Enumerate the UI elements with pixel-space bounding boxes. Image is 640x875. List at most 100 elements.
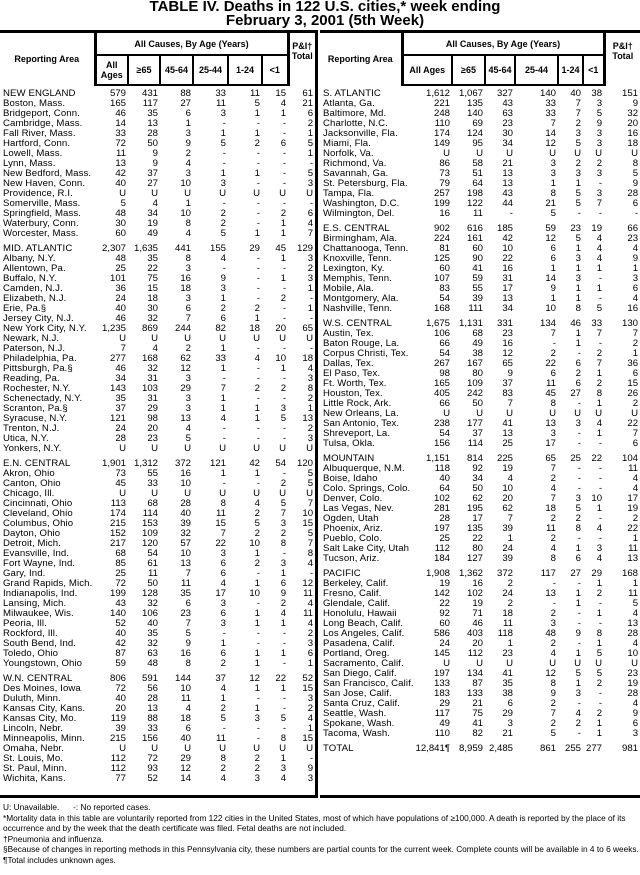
age-45-64-cell: 4	[507, 473, 513, 484]
city-row: Detroit, Mich. 217 120 57 22 10 8 7	[0, 539, 315, 549]
age-45-64-cell: 16	[502, 263, 513, 274]
undefined-cell: 2	[307, 423, 314, 434]
age-under-1-cell: -	[282, 343, 287, 354]
city-row: South Bend, Ind. 42 32 9 1 - - 3	[0, 639, 315, 649]
age-1-24-cell: 4	[575, 708, 581, 719]
all-ages-cell: 133	[433, 678, 450, 689]
area-name-cell: Atlanta, Ga.	[323, 98, 375, 109]
area-name-cell: Grand Rapids, Mich.	[3, 578, 93, 589]
age-25-44-cell: U	[219, 188, 226, 199]
age-25-44-cell: 4	[550, 543, 556, 554]
age-1-24-cell: -	[256, 343, 260, 354]
age-1-24-cell: U	[253, 333, 260, 344]
age-under-1-cell: -	[598, 273, 603, 284]
area-name-cell: Reading, Pa.	[3, 373, 60, 384]
age-65-plus-cell: 109	[466, 378, 483, 389]
area-name-cell: Cincinnati, Ohio	[3, 498, 73, 509]
all-ages-cell: U	[119, 743, 126, 754]
city-row: Los Angeles, Calif. 586 403 118 48 9 8 28	[320, 629, 640, 639]
undefined-cell: 5	[307, 468, 314, 479]
city-row: Toledo, Ohio 87 63 16 6 1 1 6	[0, 649, 315, 659]
age-1-24-cell: -	[256, 433, 260, 444]
area-name-cell: Chicago, Ill.	[3, 488, 55, 499]
city-row: Honolulu, Hawaii 92 71 18 2 - 1 4	[320, 609, 640, 619]
city-row: Schenectady, N.Y. 35 31 3 1- -2	[0, 394, 315, 404]
age-1-24-cell: 27	[570, 388, 581, 399]
age-1-24-cell: 27	[570, 568, 581, 579]
age-25-44-header: 25-44	[515, 55, 559, 86]
city-row: San Jose, Calif. 183 133 38 9 3 - 28	[320, 689, 640, 699]
city-row: Albuquerque, N.M. 118 92 19 7 - - 11	[320, 464, 640, 474]
age-under-1-cell: -	[598, 533, 603, 544]
age-65-plus-cell: 41	[472, 263, 483, 274]
undefined-cell: 3	[632, 728, 639, 739]
all-ages-cell: 267	[433, 358, 450, 369]
undefined-cell: 23	[627, 668, 639, 679]
age-65-plus-cell: 242	[466, 388, 483, 399]
age-25-44-cell: U	[549, 658, 556, 669]
age-65-plus-cell: 75	[147, 273, 158, 284]
age-45-64-cell: 12	[180, 763, 191, 774]
age-under-1-cell: 10	[275, 353, 287, 364]
undefined-cell: -	[309, 158, 314, 169]
age-1-24-cell: -	[256, 628, 260, 639]
undefined-cell: 6	[632, 283, 639, 294]
age-1-24-cell: 1	[254, 658, 260, 669]
age-under-1-cell: 8	[280, 538, 287, 549]
all-ages-cell: 806	[109, 673, 126, 684]
city-row: New Orleans, La. U U U U U U U	[320, 409, 640, 419]
undefined-cell: 6	[307, 208, 314, 219]
all-ages-cell: 1,908	[425, 568, 450, 579]
city-row: Salt Lake City, Utah 112 80 24 4 1 3 11	[320, 544, 640, 554]
age-under-1-cell: 4	[596, 243, 603, 254]
city-row: Boston, Mass. 165 117 27 11 5 4 21	[0, 99, 315, 109]
age-1-24-cell: -	[577, 618, 581, 629]
age-25-44-cell: -	[222, 723, 226, 734]
city-row: Allentown, Pa. 25 22 3 - - - 2	[0, 264, 315, 274]
age-45-64-cell: 3	[185, 263, 191, 274]
age-1-24-cell: 6	[575, 378, 581, 389]
age-45-64-cell: 225	[496, 453, 513, 464]
all-ages-cell: 19	[439, 578, 450, 589]
age-25-44-cell: -	[222, 148, 226, 159]
undefined-cell: 4	[307, 618, 314, 629]
age-45-64-cell: 23	[502, 648, 513, 659]
age-1-24-cell: -	[256, 568, 260, 579]
age-65-plus-cell: 27	[147, 178, 158, 189]
age-65-plus-cell: 120	[141, 538, 158, 549]
all-ages-cell: 60	[439, 618, 450, 629]
area-name-cell: New Haven, Conn.	[3, 178, 86, 189]
all-ages-cell: 110	[434, 118, 450, 129]
age-65-plus-cell: U	[151, 488, 158, 499]
all-ages-cell: 25	[115, 568, 126, 579]
undefined-cell: 5	[307, 528, 314, 539]
age-65-plus-cell: 64	[472, 178, 483, 189]
undefined-cell: 61	[302, 87, 314, 99]
age-45-64-cell: 7	[185, 313, 191, 324]
city-row: Camden, N.J. 36 15 18 3 - - 1	[0, 284, 315, 294]
area-name-cell: Waterbury, Conn.	[3, 218, 79, 229]
age-under-1-cell: -	[282, 128, 287, 139]
all-ages-cell: 238	[433, 418, 450, 429]
all-ages-cell: 66	[439, 398, 450, 409]
age-under-1-cell: -	[282, 263, 287, 274]
city-row: Boise, Idaho 40 34 4 2 - - 4	[320, 474, 640, 484]
age-25-44-cell: U	[549, 408, 556, 419]
age-45-64-cell: U	[506, 658, 513, 669]
age-under-1-cell: -	[598, 598, 603, 609]
all-ages-cell: 66	[439, 338, 450, 349]
city-row: Albany, N.Y. 48 35 8 4 - 1 3	[0, 254, 315, 264]
all-ages-cell: 85	[115, 558, 126, 569]
city-row: Peoria, Ill. 52 40 7 3 1 1 4	[0, 619, 315, 629]
area-name-cell: San Francisco, Calif.	[323, 678, 414, 689]
age-under-1-cell: U	[279, 743, 287, 754]
age-65-plus-cell: 128	[141, 588, 158, 599]
city-row: Wilmington, Del. 16 11 - 5 - - -	[320, 209, 640, 219]
undefined-cell: 6	[632, 198, 639, 209]
age-65-plus-cell: 16	[472, 578, 483, 589]
age-25-44-cell: 4	[550, 648, 556, 659]
all-ages-cell: 28	[439, 513, 450, 524]
region-row: MOUNTAIN 1,151 814 225 65 25 22 104	[320, 454, 640, 464]
all-ages-cell: 215	[109, 733, 126, 744]
all-ages-cell: 101	[109, 273, 126, 284]
